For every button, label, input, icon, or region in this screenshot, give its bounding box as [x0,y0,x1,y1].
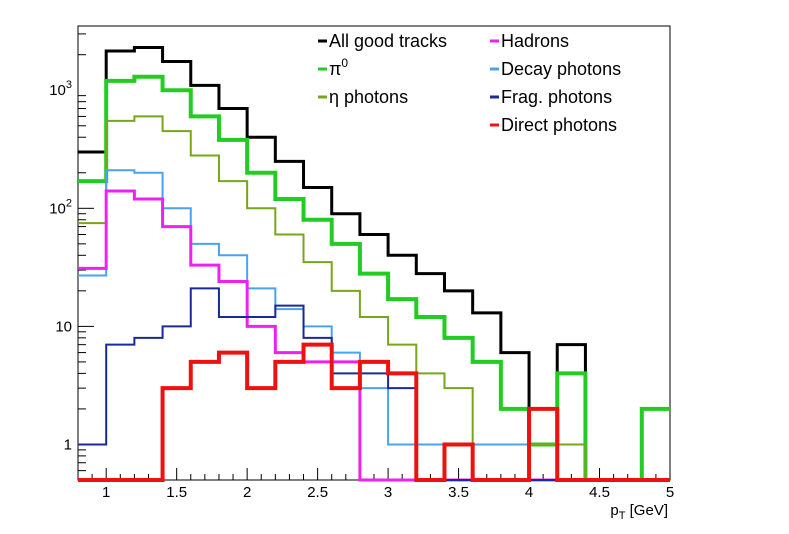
x-axis-label: pT [GeV] [610,502,668,522]
x-tick-label: 4.5 [589,484,610,501]
series-layer [78,46,670,482]
y-tick-label: 1 [64,436,72,453]
legend-entry-frag-photons: Frag. photons [501,87,612,107]
series--0 [78,74,670,482]
x-tick-label: 4 [525,484,533,501]
x-tick-label: 1.5 [166,484,187,501]
x-tick-label: 2 [243,484,251,501]
legend: All good tracks π0 η photons Hadrons Decay p… [318,31,621,135]
x-tick-label: 5 [666,484,674,501]
x-tick-label: 3.5 [448,484,469,501]
legend-entry--photons: η photons [329,87,408,107]
x-axis-label-unit: [GeV] [625,502,668,519]
y-tick-label: 102 [49,197,72,217]
legend-entry-hadrons: Hadrons [501,31,569,51]
series-decay-photons [78,169,670,481]
x-tick-label: 3 [384,484,392,501]
y-tick-label: 10 [55,318,72,335]
series-all-good-tracks [78,46,670,482]
y-tick-label: 103 [49,79,72,99]
legend-entry-all-good-tracks: All good tracks [329,31,447,51]
legend-entry-decay-photons: Decay photons [501,59,621,79]
series--photons [78,115,670,481]
legend-entry-direct-photons: Direct photons [501,115,617,135]
series-direct-photons [78,342,670,482]
x-axis-label-subscript: T [619,510,626,522]
y-tick-labels: 1 10 102 103 [49,79,72,453]
x-tick-labels: 1 1.5 2 2.5 3 3.5 4 4.5 5 [102,484,674,501]
legend-entry-: π0 [329,56,348,79]
x-tick-label: 2.5 [307,484,328,501]
x-tick-label: 1 [102,484,110,501]
